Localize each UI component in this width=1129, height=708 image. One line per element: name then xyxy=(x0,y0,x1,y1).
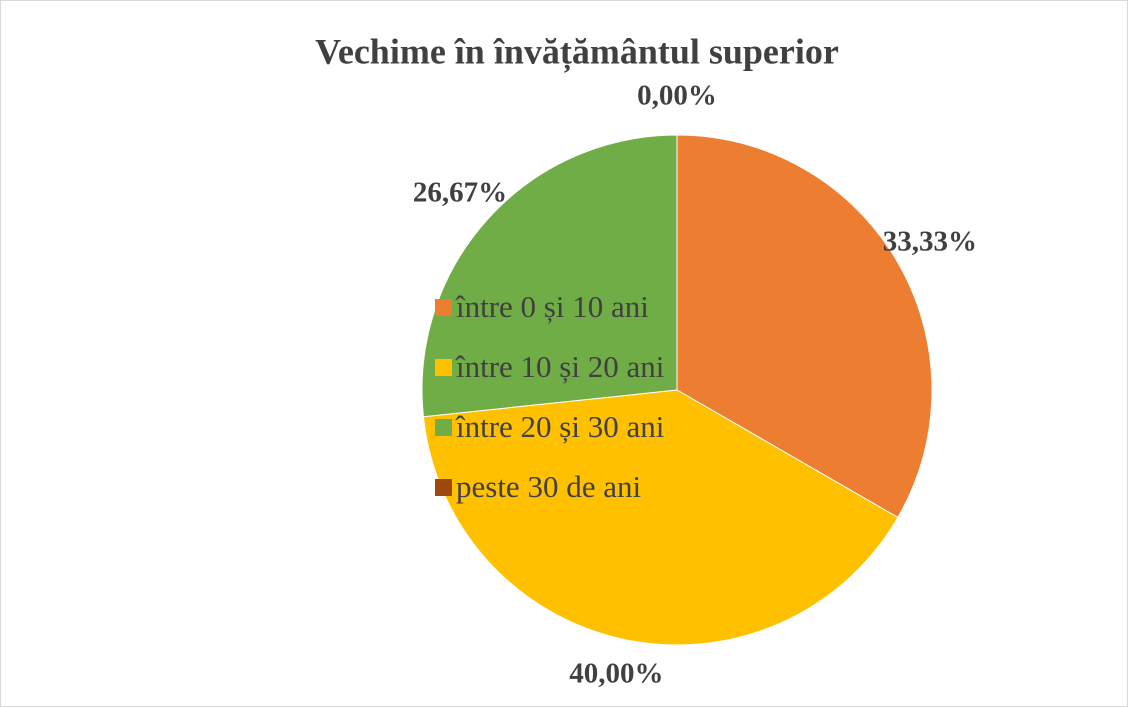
legend-label: peste 30 de ani xyxy=(456,469,641,504)
data-label: 33,33% xyxy=(883,226,977,258)
pie-slice xyxy=(421,134,678,418)
pie-slice xyxy=(676,134,933,519)
data-label: 40,00% xyxy=(569,657,663,689)
pie-slice xyxy=(422,389,899,646)
legend-swatch xyxy=(435,299,452,316)
legend-swatch xyxy=(435,479,452,496)
legend-label: între 20 și 30 ani xyxy=(455,409,665,444)
chart-title: Vechime în învățământul superior xyxy=(315,31,839,72)
legend-swatch xyxy=(435,419,452,436)
data-label: 26,67% xyxy=(413,176,507,208)
legend-label: între 10 și 20 ani xyxy=(455,349,665,384)
data-label: 0,00% xyxy=(637,80,717,112)
legend-label: între 0 și 10 ani xyxy=(455,289,649,324)
legend-swatch xyxy=(435,359,452,376)
